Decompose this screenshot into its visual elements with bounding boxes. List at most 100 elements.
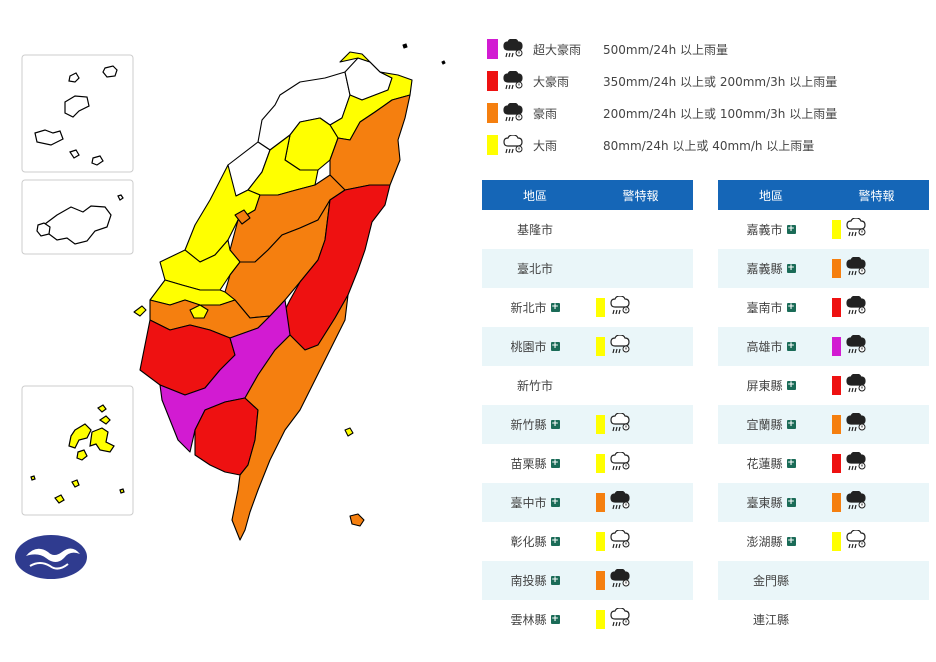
table-row[interactable]: 桃園市 + <box>482 327 693 366</box>
expand-plus-icon[interactable]: + <box>550 497 560 507</box>
region-cell: 苗栗縣 + <box>482 455 588 472</box>
region-cell: 金門縣 <box>718 572 824 589</box>
chiayi-city-area[interactable] <box>189 304 209 319</box>
expand-plus-icon[interactable]: + <box>550 419 560 429</box>
region-cell: 臺東縣 + <box>718 494 824 511</box>
expand-plus-icon[interactable]: + <box>786 263 796 273</box>
heavy-rain-dark-icon <box>846 490 868 514</box>
table-row[interactable]: 花蓮縣 + <box>718 444 929 483</box>
heavy-rain-dark-icon <box>846 451 868 475</box>
warning-cell <box>824 529 929 553</box>
warning-level-swatch <box>832 298 841 317</box>
region-cell: 新竹縣 + <box>482 416 588 433</box>
green-island[interactable] <box>344 427 354 437</box>
table-row[interactable]: 嘉義縣 + <box>718 249 929 288</box>
region-name: 臺中市 <box>510 496 547 510</box>
table-row[interactable]: 臺中市 + <box>482 483 693 522</box>
warning-cell <box>824 295 929 319</box>
table-row: 連江縣 <box>718 600 929 639</box>
legend-swatch <box>487 71 498 91</box>
header-warning: 警特報 <box>622 188 659 203</box>
table-row[interactable]: 臺東縣 + <box>718 483 929 522</box>
expand-plus-icon[interactable]: + <box>786 458 796 468</box>
region-name: 嘉義市 <box>746 223 783 237</box>
table-row[interactable]: 臺南市 + <box>718 288 929 327</box>
region-cell: 嘉義縣 + <box>718 260 824 277</box>
heavy-rain-dark-icon <box>610 568 632 592</box>
warning-level-swatch <box>832 337 841 356</box>
expand-plus-icon[interactable]: + <box>550 575 560 585</box>
table-row: 新竹市 <box>482 366 693 405</box>
heavy-rain-dark-icon <box>503 70 525 91</box>
orchid-island[interactable] <box>349 513 365 527</box>
warning-level-swatch <box>596 415 605 434</box>
table-row[interactable]: 宜蘭縣 + <box>718 405 929 444</box>
table-row[interactable]: 屏東縣 + <box>718 366 929 405</box>
table-row[interactable]: 彰化縣 + <box>482 522 693 561</box>
expand-plus-icon[interactable]: + <box>786 380 796 390</box>
table-row[interactable]: 高雄市 + <box>718 327 929 366</box>
region-cell: 新竹市 <box>482 377 588 394</box>
rain-outline-icon <box>610 529 632 553</box>
warning-cell <box>588 412 693 436</box>
table-row[interactable]: 新北市 + <box>482 288 693 327</box>
cwa-logo <box>15 535 87 579</box>
rain-outline-icon <box>610 412 632 436</box>
expand-plus-icon[interactable]: + <box>550 614 560 624</box>
expand-plus-icon[interactable]: + <box>550 536 560 546</box>
table-row: 臺北市 <box>482 249 693 288</box>
region-name: 苗栗縣 <box>510 457 547 471</box>
expand-plus-icon[interactable]: + <box>786 536 796 546</box>
region-name: 基隆市 <box>516 223 553 237</box>
table-row[interactable]: 南投縣 + <box>482 561 693 600</box>
region-table-right: 地區 警特報 嘉義市 + 嘉義縣 + 臺南市 + 高雄市 + 屏東縣 + 宜蘭縣 + 花蓮縣 + 臺東縣 + 澎… <box>718 180 929 639</box>
warning-level-swatch <box>832 532 841 551</box>
warning-level-swatch <box>832 220 841 239</box>
table-row[interactable]: 雲林縣 + <box>482 600 693 639</box>
table-row: 基隆市 <box>482 210 693 249</box>
legend-desc: 80mm/24h 以上或 40mm/h 以上雨量 <box>603 138 815 153</box>
expand-plus-icon[interactable]: + <box>786 497 796 507</box>
region-cell: 澎湖縣 + <box>718 533 824 550</box>
penghu-inset <box>21 385 134 516</box>
legend-item-heavy: 大雨 80mm/24h 以上或 40mm/h 以上雨量 <box>487 134 814 156</box>
rain-outline-icon <box>610 451 632 475</box>
expand-plus-icon[interactable]: + <box>786 419 796 429</box>
west-islet[interactable] <box>133 305 147 317</box>
region-cell: 宜蘭縣 + <box>718 416 824 433</box>
warning-cell <box>824 256 929 280</box>
taitung-area[interactable] <box>231 294 349 541</box>
warning-cell <box>824 490 929 514</box>
expand-plus-icon[interactable]: + <box>550 302 560 312</box>
warning-level-swatch <box>596 571 605 590</box>
table-row[interactable]: 澎湖縣 + <box>718 522 929 561</box>
table-row[interactable]: 嘉義市 + <box>718 210 929 249</box>
warning-cell <box>588 451 693 475</box>
lienchiang-islands[interactable] <box>34 65 118 166</box>
expand-plus-icon[interactable]: + <box>786 341 796 351</box>
table-row: 金門縣 <box>718 561 929 600</box>
taichung-west-spot[interactable] <box>234 209 251 225</box>
guishan-island[interactable] <box>402 43 408 49</box>
expand-plus-icon[interactable]: + <box>550 458 560 468</box>
region-name: 臺南市 <box>746 301 783 315</box>
warning-cell <box>824 217 929 241</box>
warning-cell <box>824 334 929 358</box>
warning-level-swatch <box>832 493 841 512</box>
kinmen-islands[interactable] <box>36 194 124 245</box>
penghu-islands[interactable] <box>30 404 125 504</box>
expand-plus-icon[interactable]: + <box>786 224 796 234</box>
expand-plus-icon[interactable]: + <box>786 302 796 312</box>
warning-level-swatch <box>832 415 841 434</box>
warning-cell <box>824 412 929 436</box>
expand-plus-icon[interactable]: + <box>550 341 560 351</box>
warning-level-swatch <box>596 337 605 356</box>
dot-islet[interactable] <box>441 60 446 65</box>
region-name: 連江縣 <box>752 613 789 627</box>
heavy-rain-dark-icon <box>846 295 868 319</box>
table-row[interactable]: 新竹縣 + <box>482 405 693 444</box>
legend-desc: 500mm/24h 以上雨量 <box>603 42 729 57</box>
heavy-rain-dark-icon <box>846 373 868 397</box>
table-row[interactable]: 苗栗縣 + <box>482 444 693 483</box>
